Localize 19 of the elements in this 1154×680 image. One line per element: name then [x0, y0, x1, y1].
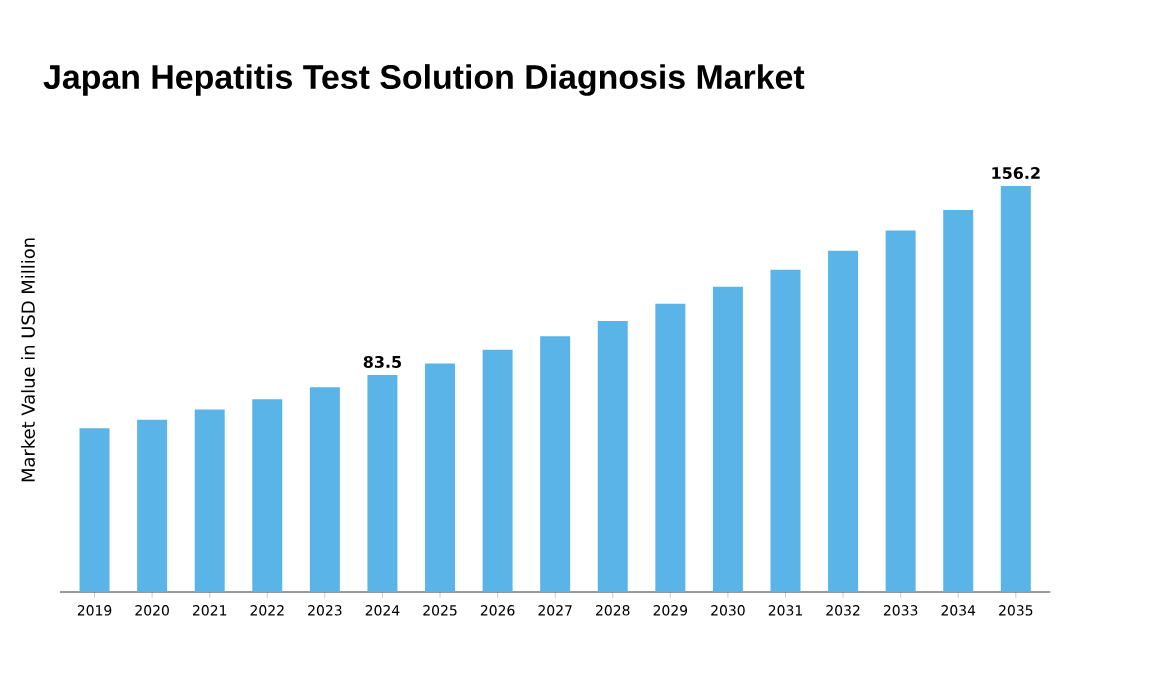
bar — [309, 387, 340, 592]
bar — [252, 399, 283, 592]
bar — [425, 363, 456, 592]
bar — [1000, 186, 1031, 592]
bar — [540, 336, 571, 592]
bar — [943, 209, 974, 592]
bar — [597, 320, 628, 592]
y-axis-title: Market Value in USD Million — [21, 238, 35, 482]
bar — [712, 286, 743, 592]
bar — [194, 409, 225, 592]
chart-title: Japan Hepatitis Test Solution Diagnosis Market — [43, 64, 805, 96]
bar — [367, 375, 398, 592]
bar — [482, 349, 513, 592]
bar — [885, 230, 916, 592]
bar — [828, 250, 859, 592]
bar — [770, 269, 801, 592]
bar — [655, 303, 686, 592]
bar — [137, 419, 168, 592]
bar — [79, 428, 110, 592]
